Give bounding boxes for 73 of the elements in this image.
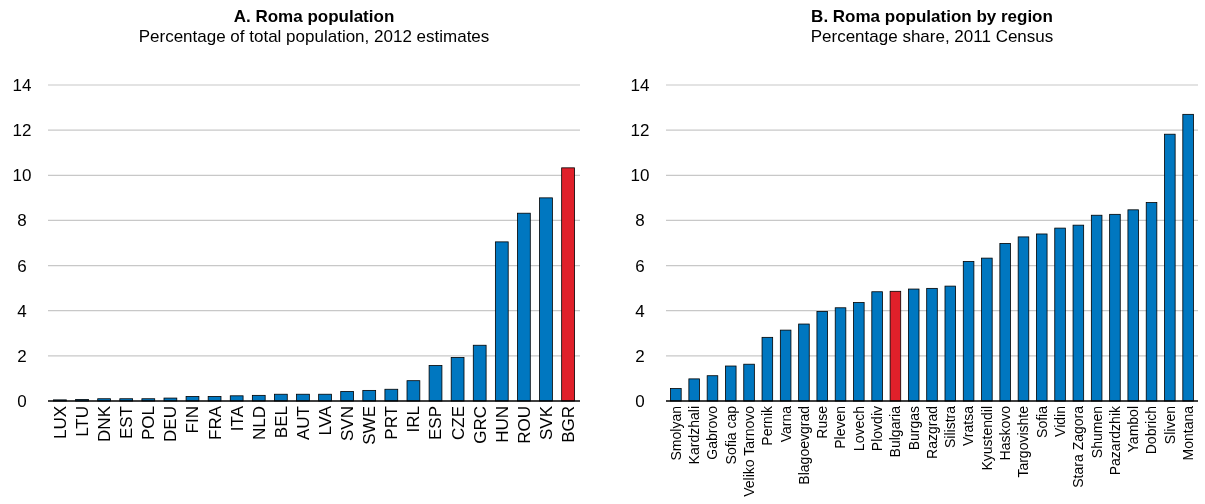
x-tick-label: LVA (316, 405, 335, 436)
x-tick-label: Pazardzhik (1106, 405, 1123, 476)
x-tick-label: Gabrovo (704, 405, 721, 460)
y-tick-label: 0 (17, 391, 27, 411)
y-tick-label: 8 (17, 211, 27, 231)
y-tick-label: 6 (635, 256, 645, 276)
y-tick-label: 6 (17, 256, 27, 276)
x-tick-label: ESP (426, 406, 446, 441)
x-tick-label: Pleven (832, 406, 849, 449)
x-tick-label: Sofia cap (722, 405, 739, 465)
x-tick-label: EST (117, 406, 137, 440)
x-tick-label: HUN (492, 406, 512, 443)
x-tick-label: POL (139, 406, 159, 441)
x-tick-label: Veliko Tarnovo (740, 405, 757, 497)
x-tick-label: Kyustendil (978, 406, 995, 471)
y-tick-label: 2 (17, 346, 27, 366)
x-tick-label: Stara Zagora (1070, 405, 1087, 488)
chart-subtitle: Percentage share, 2011 Census (810, 27, 1054, 46)
x-tick-label: Silistra (942, 405, 959, 449)
x-tick-label: PRT (382, 406, 402, 440)
x-tick-label: SWE (360, 406, 380, 445)
y-tick-label: 2 (635, 346, 645, 366)
x-tick-label: GRC (470, 406, 490, 444)
x-tick-label: Burgas (905, 406, 922, 451)
x-tick-label: Blagoevgrad (795, 406, 812, 485)
x-tick-label: Kardzhali (686, 406, 703, 465)
y-tick-label: 14 (12, 75, 32, 95)
y-tick-label: 0 (635, 391, 645, 411)
x-tick-label: Sofia (1033, 405, 1050, 438)
x-tick-label: Pernik (759, 405, 776, 446)
x-tick-label: Ruse (814, 405, 831, 439)
x-tick-label: ITA (227, 405, 247, 432)
y-tick-label: 8 (635, 211, 645, 231)
x-tick-label: IRL (404, 406, 424, 433)
y-tick-label: 10 (12, 166, 32, 186)
y-tick-label: 12 (630, 121, 650, 141)
x-tick-label: DEU (161, 406, 181, 442)
y-tick-label: 10 (630, 166, 650, 186)
x-tick-label: Bulgaria (887, 405, 904, 458)
x-tick-label: BEL (271, 406, 291, 439)
y-tick-label: 14 (630, 75, 650, 95)
x-tick-label: Lovech (850, 406, 867, 452)
x-tick-label: Shumen (1088, 406, 1105, 459)
x-tick-label: FRA (205, 405, 225, 440)
x-tick-label: FIN (183, 406, 203, 434)
chart-subtitle: Percentage of total population, 2012 estimates (138, 27, 490, 46)
x-tick-label: Vidin (1051, 406, 1068, 437)
x-tick-label: Dobrich (1143, 406, 1160, 455)
y-tick-label: 4 (17, 301, 27, 321)
x-tick-label: NLD (249, 406, 269, 441)
x-tick-label: Varna (777, 405, 794, 443)
x-tick-label: LTU (72, 406, 92, 437)
y-tick-label: 4 (635, 301, 645, 321)
y-tick-label: 12 (12, 121, 32, 141)
chart-title: A. Roma population (233, 7, 395, 26)
x-tick-label: Plovdiv (869, 406, 886, 452)
x-tick-label: Montana (1180, 405, 1197, 461)
x-tick-label: BGR (559, 406, 579, 443)
x-tick-label: Haskovo (997, 405, 1014, 461)
x-tick-label: ROU (514, 406, 534, 444)
x-tick-label: LUX (50, 406, 70, 440)
x-tick-label: Targovishte (1015, 405, 1032, 478)
x-tick-label: Vratsa (960, 405, 977, 446)
x-tick-label: CZE (448, 406, 468, 440)
x-tick-label: Razgrad (923, 406, 940, 459)
x-tick-label: Sliven (1161, 406, 1178, 445)
x-tick-label: DNK (95, 405, 115, 442)
x-tick-label: AUT (293, 406, 313, 440)
chart-title: B. Roma population by region (811, 7, 1053, 26)
x-tick-label: SVN (338, 406, 358, 441)
x-tick-label: SVK (536, 405, 556, 441)
x-tick-label: Smolyan (667, 406, 684, 461)
x-tick-label: Yambol (1125, 406, 1142, 453)
